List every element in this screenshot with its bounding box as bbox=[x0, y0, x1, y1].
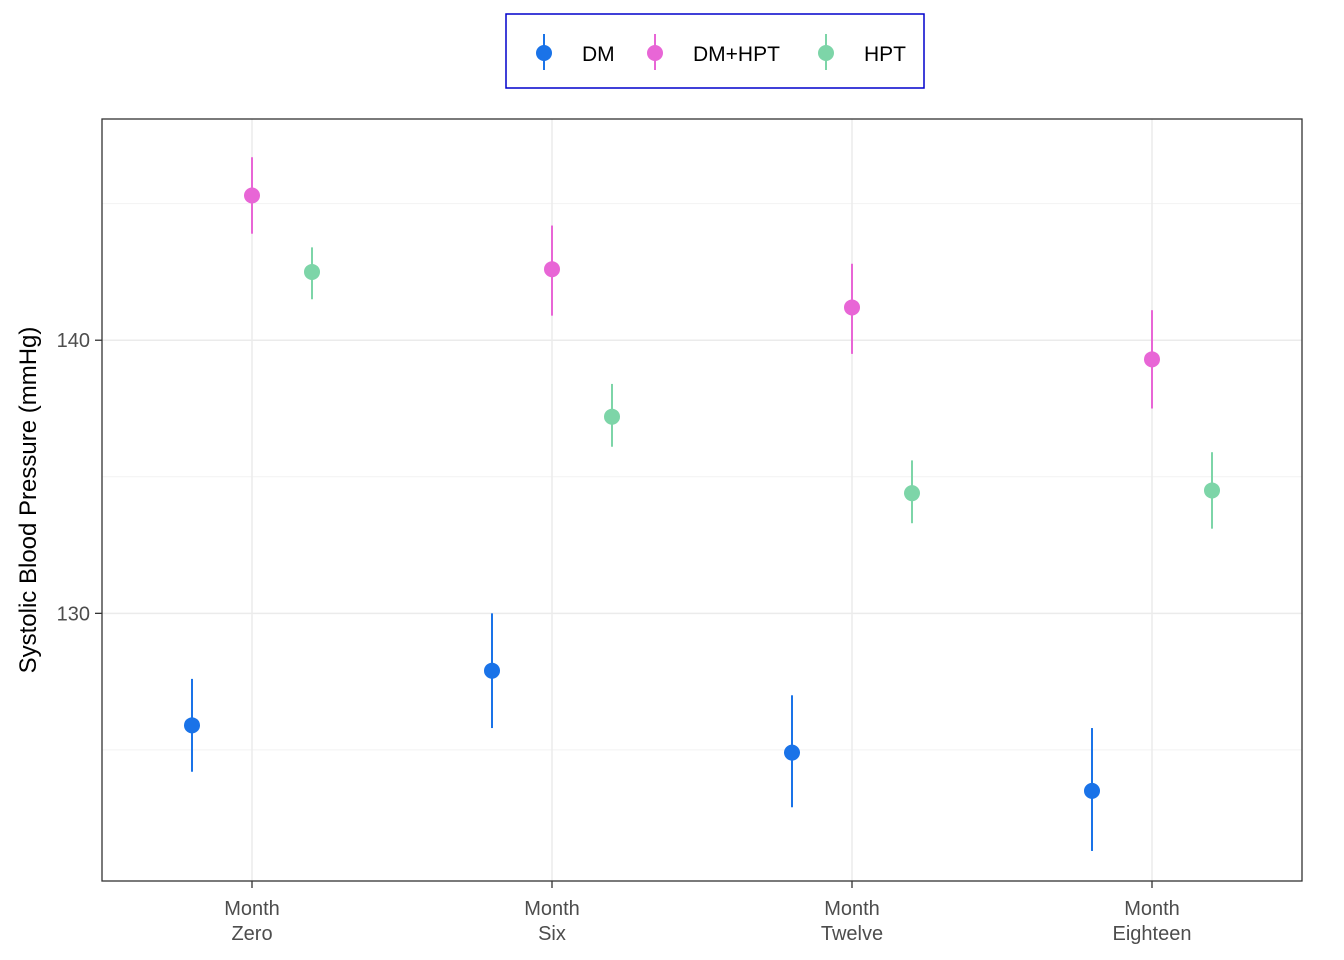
x-tick-label: Month Eighteen bbox=[1113, 898, 1192, 945]
x-tick-label: Month Zero bbox=[224, 898, 280, 945]
legend: DM DM+HPT HPT bbox=[505, 13, 925, 89]
data-point-dm-hpt bbox=[544, 261, 560, 278]
data-point-dm bbox=[784, 744, 800, 761]
grid-minor bbox=[102, 203, 1302, 751]
data-point-dm bbox=[184, 717, 200, 734]
y-tick-label: 140 bbox=[57, 330, 90, 352]
x-tick-label: Month Twelve bbox=[821, 898, 883, 945]
data-point-dm bbox=[1084, 782, 1100, 799]
axes: 130 140 Month Zero Month Six Month Twelve Month E… bbox=[57, 330, 1192, 945]
data-point-dm-hpt bbox=[1144, 351, 1160, 368]
legend-key-point-dm-hpt bbox=[647, 45, 663, 61]
legend-key-point-hpt bbox=[818, 45, 834, 61]
x-tick-label: Month Six bbox=[524, 898, 580, 945]
legend-key-point-dm bbox=[536, 45, 552, 61]
y-tick-label: 130 bbox=[57, 603, 90, 625]
data-point-hpt bbox=[604, 408, 620, 425]
data-point-dm-hpt bbox=[844, 299, 860, 316]
plot-panel bbox=[102, 119, 1302, 881]
legend-box bbox=[505, 13, 925, 89]
data-point-dm-hpt bbox=[244, 187, 260, 204]
data-point-hpt bbox=[304, 263, 320, 280]
data-point-hpt bbox=[1204, 482, 1220, 499]
data-point-dm bbox=[484, 662, 500, 679]
legend-label-dm: DM bbox=[582, 43, 615, 66]
legend-label-dm-hpt: DM+HPT bbox=[693, 43, 780, 66]
y-axis-title: Systolic Blood Pressure (mmHg) bbox=[15, 327, 42, 674]
data-point-hpt bbox=[904, 485, 920, 502]
legend-label-hpt: HPT bbox=[864, 43, 906, 66]
plot-border bbox=[101, 118, 1303, 882]
chart-marks bbox=[184, 157, 1220, 851]
